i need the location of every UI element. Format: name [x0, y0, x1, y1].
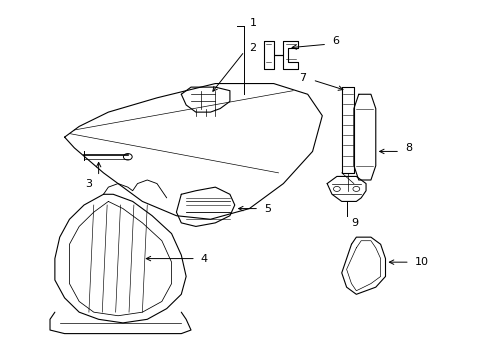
Text: 4: 4	[201, 253, 207, 264]
Text: 9: 9	[351, 218, 358, 228]
Text: 2: 2	[249, 43, 256, 53]
Text: 1: 1	[249, 18, 256, 28]
Text: 10: 10	[414, 257, 428, 267]
Text: 7: 7	[299, 73, 306, 83]
Text: 6: 6	[331, 36, 338, 46]
Text: 8: 8	[404, 143, 411, 153]
Text: 5: 5	[264, 203, 270, 213]
Text: 3: 3	[85, 179, 92, 189]
